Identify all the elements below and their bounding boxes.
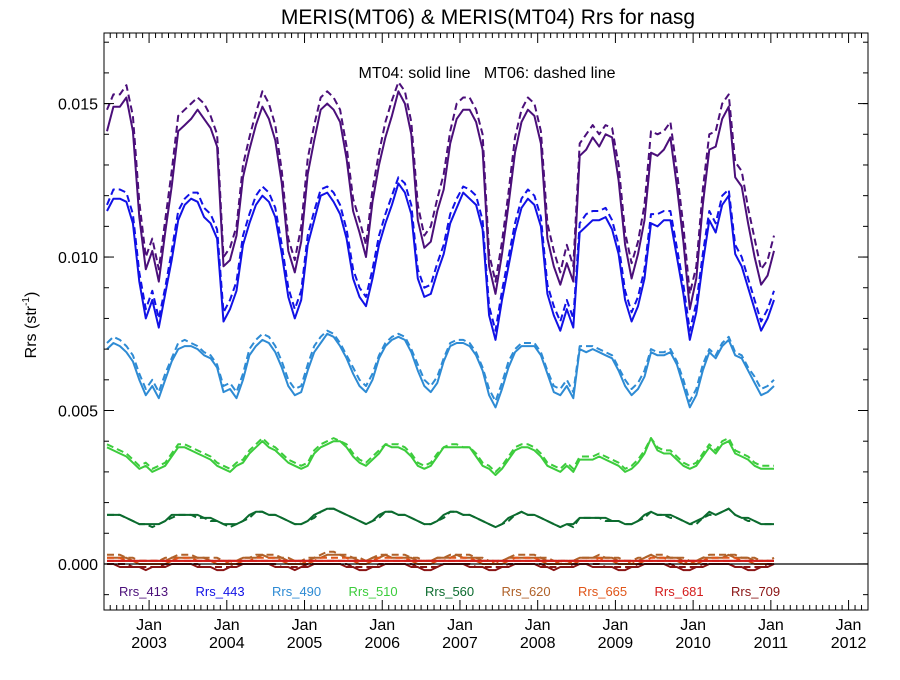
y-axis-label-prefix: Rrs (str — [23, 305, 40, 358]
legend-entry-rrs-490: Rrs_490 — [272, 584, 321, 599]
chart-title: MERIS(MT06) & MERIS(MT04) Rrs for nasg — [281, 6, 695, 29]
x-tick-label-year: 2006 — [364, 635, 400, 652]
x-tick-label-month: Jan — [136, 617, 162, 634]
legend-entry-rrs-413: Rrs_413 — [119, 584, 168, 599]
legend-entry-rrs-665: Rrs_665 — [578, 584, 627, 599]
x-tick-label-year: 2007 — [442, 635, 478, 652]
series-line-rrs-620-mt06 — [107, 550, 775, 562]
y-tick-label: 0.005 — [58, 404, 98, 421]
x-tick-label-year: 2012 — [831, 635, 867, 652]
series-line-rrs-443-mt04 — [106, 182, 775, 341]
x-tick-label-year: 2004 — [209, 635, 245, 652]
x-tick-label-month: Jan — [292, 617, 318, 634]
legend-entry-rrs-620: Rrs_620 — [502, 584, 551, 599]
legend-entry-rrs-510: Rrs_510 — [349, 584, 398, 599]
x-tick-label-year: 2009 — [598, 635, 634, 652]
y-axis-label-sup: -1 — [21, 297, 32, 306]
series-line-rrs-510-mt06 — [106, 437, 774, 473]
series-line-rrs-560-mt04 — [107, 507, 774, 529]
series-line-rrs-490-mt06 — [106, 329, 775, 403]
x-tick-label-year: 2003 — [131, 635, 167, 652]
x-tick-label-month: Jan — [603, 617, 629, 634]
x-tick-label-year: 2011 — [754, 635, 789, 652]
x-tick-label-year: 2010 — [675, 635, 711, 652]
x-tick-label-year: 2008 — [520, 635, 556, 652]
x-tick-label-year: 2005 — [287, 635, 323, 652]
y-axis-label-suffix: ) — [23, 292, 40, 297]
legend: Rrs_413 Rrs_443 Rrs_490 Rrs_510 Rrs_560 Rrs_6… — [119, 584, 780, 599]
x-tick-label-month: Jan — [836, 617, 862, 634]
line-style-annotation: MT04: solid line MT06: dashed line — [358, 65, 615, 82]
y-tick-label: 0.015 — [58, 97, 98, 114]
series-line-rrs-560-mt06 — [107, 507, 774, 529]
legend-entry-rrs-681: Rrs_681 — [655, 584, 704, 599]
series-line-rrs-510-mt04 — [106, 437, 774, 476]
x-tick-label-month: Jan — [447, 617, 473, 634]
x-tick-label-month: Jan — [525, 617, 551, 634]
y-axis-label: Rrs (str-1) — [21, 292, 40, 359]
y-tick-label: 0.000 — [58, 557, 98, 574]
series-line-rrs-443-mt06 — [106, 176, 775, 332]
legend-entry-rrs-443: Rrs_443 — [196, 584, 245, 599]
series-layer — [106, 81, 775, 572]
legend-entry-rrs-709: Rrs_709 — [731, 584, 780, 599]
svg-text:Rrs (str-1): Rrs (str-1) — [21, 292, 40, 359]
x-tick-label-month: Jan — [214, 617, 240, 634]
x-tick-label-month: Jan — [680, 617, 706, 634]
series-line-rrs-413-mt04 — [106, 90, 775, 311]
x-tick-label-month: Jan — [369, 617, 395, 634]
legend-entry-rrs-560: Rrs_560 — [425, 584, 474, 599]
x-tick-label-month: Jan — [758, 617, 784, 634]
axis-layer: 0.0000.0050.0100.015Jan2003Jan2004Jan200… — [58, 32, 869, 652]
y-tick-label: 0.010 — [58, 250, 98, 267]
series-line-rrs-490-mt04 — [106, 332, 775, 409]
